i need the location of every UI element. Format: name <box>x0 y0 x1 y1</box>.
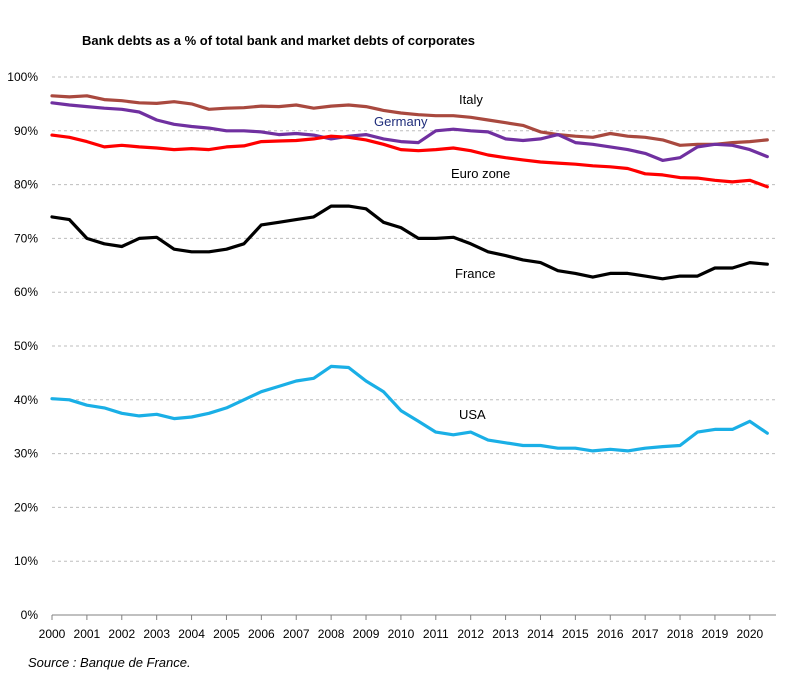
series-lines <box>50 94 769 453</box>
axes: 0% 10% 20% 30% 40% 50% 60% 70% 80% 90% 100% 2000 200… <box>7 70 776 641</box>
series-label-italy: Italy <box>459 92 483 107</box>
x-tick-label: 2014 <box>527 627 554 641</box>
y-tick-label: 60% <box>14 285 38 299</box>
x-tick-label: 2007 <box>283 627 310 641</box>
series-label-germany: Germany <box>374 114 428 129</box>
x-tick-label: 2011 <box>423 627 449 641</box>
x-tick-label: 2019 <box>702 627 729 641</box>
x-tick-label: 2010 <box>388 627 415 641</box>
series-label-usa: USA <box>459 407 486 422</box>
y-tick-label: 50% <box>14 339 38 353</box>
source-note: Source : Banque de France. <box>28 655 191 670</box>
x-tick-label: 2006 <box>248 627 275 641</box>
x-tick-label: 2013 <box>492 627 519 641</box>
series-line-usa <box>50 364 769 453</box>
x-tick-label: 2009 <box>353 627 380 641</box>
y-tick-label: 20% <box>14 500 38 514</box>
x-tick-label: 2001 <box>74 627 101 641</box>
chart-title: Bank debts as a % of total bank and mark… <box>82 33 475 48</box>
series-line-euro-zone <box>50 133 769 189</box>
x-tick-label: 2008 <box>318 627 345 641</box>
x-tick-label: 2003 <box>143 627 170 641</box>
series-line-france <box>50 204 769 281</box>
x-tick-label: 2005 <box>213 627 240 641</box>
x-tick-label: 2012 <box>457 627 484 641</box>
x-tick-label: 2018 <box>667 627 694 641</box>
x-tick-label: 2002 <box>108 627 135 641</box>
x-tick-label: 2017 <box>632 627 659 641</box>
x-tick-label: 2016 <box>597 627 624 641</box>
series-labels: Italy Germany Euro zone France USA <box>374 92 510 422</box>
x-tick-label: 2020 <box>736 627 763 641</box>
y-tick-label: 70% <box>14 231 38 245</box>
series-label-france: France <box>455 266 495 281</box>
x-tick-label: 2004 <box>178 627 205 641</box>
series-label-euro-zone: Euro zone <box>451 166 510 181</box>
y-tick-label: 10% <box>14 554 38 568</box>
y-tick-label: 90% <box>14 124 38 138</box>
y-tick-label: 30% <box>14 447 38 461</box>
y-tick-label: 100% <box>7 70 38 84</box>
y-tick-label: 80% <box>14 178 38 192</box>
series-line-italy <box>50 94 769 147</box>
y-tick-label: 40% <box>14 393 38 407</box>
gridlines <box>52 76 776 562</box>
y-tick-label: 0% <box>21 608 39 622</box>
x-tick-label: 2000 <box>39 627 66 641</box>
x-tick-label: 2015 <box>562 627 589 641</box>
series-line-germany <box>50 101 769 162</box>
